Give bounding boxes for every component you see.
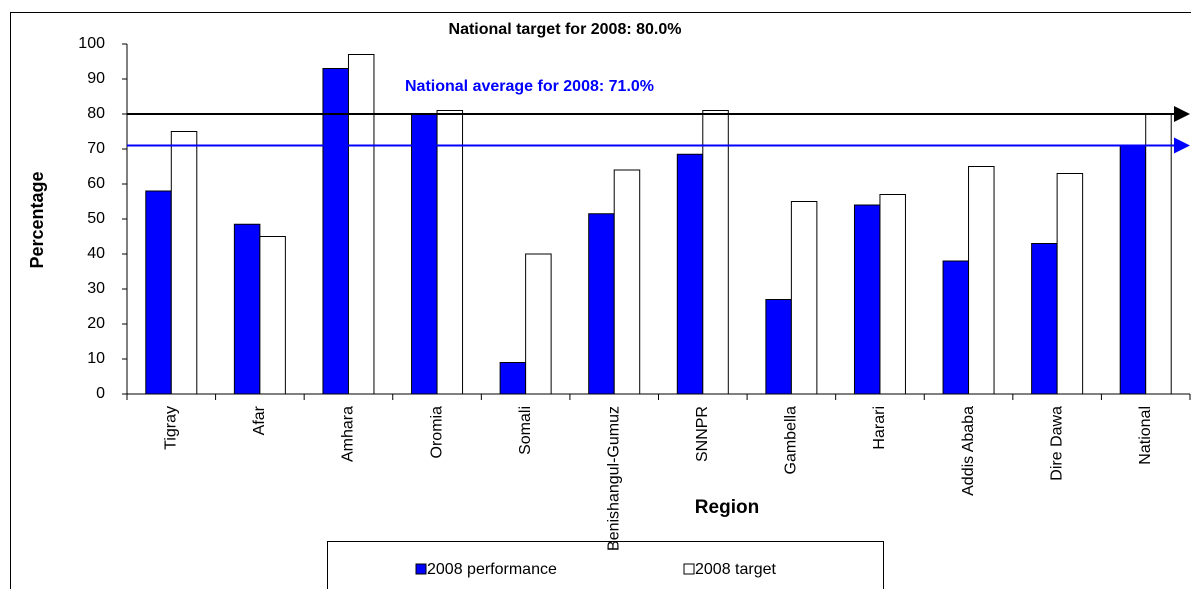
- legend-swatch: [683, 563, 695, 575]
- bar: [1031, 243, 1058, 395]
- x-tick-label: Somali: [517, 406, 534, 455]
- x-tick-label: Dire Dawa: [1048, 406, 1065, 481]
- legend-swatch: [415, 563, 427, 575]
- bar: [436, 110, 464, 395]
- y-tick-label: 60: [87, 175, 105, 192]
- bar: [853, 204, 881, 395]
- bar: [676, 153, 704, 395]
- x-tick-label: Tigray: [163, 406, 180, 450]
- x-tick-label: Gambella: [783, 406, 800, 475]
- x-tick-label: Afar: [251, 405, 268, 435]
- y-tick-label: 30: [87, 280, 105, 297]
- y-tick-label: 0: [96, 385, 105, 402]
- chart-border: [10, 12, 1191, 589]
- x-tick-label: Harari: [871, 406, 888, 450]
- x-tick-label: National: [1137, 406, 1154, 465]
- chart-title: National target for 2008: 80.0%: [449, 21, 682, 38]
- bar: [1056, 173, 1084, 395]
- y-tick-label: 50: [87, 210, 105, 227]
- x-tick-label: Amhara: [340, 406, 357, 462]
- y-tick-label: 10: [87, 350, 105, 367]
- y-tick-label: 70: [87, 140, 105, 157]
- legend-label: 2008 performance: [427, 561, 557, 578]
- reference-label: National average for 2008: 71.0%: [405, 78, 654, 95]
- bar: [879, 194, 906, 395]
- bar: [499, 362, 527, 395]
- y-tick-label: 80: [87, 105, 105, 122]
- bar: [1119, 145, 1147, 395]
- y-tick-label: 20: [87, 315, 105, 332]
- y-axis-label: Percentage: [27, 171, 47, 268]
- bar: [411, 113, 438, 395]
- bar: [1145, 113, 1172, 395]
- bar: [702, 110, 729, 395]
- legend-label: 2008 target: [695, 561, 777, 578]
- bar: [259, 236, 286, 395]
- x-axis-label: Region: [695, 497, 759, 518]
- bar: [790, 201, 818, 395]
- bar: [347, 54, 375, 395]
- bar: [233, 223, 261, 395]
- y-tick-label: 40: [87, 245, 105, 262]
- bar: [942, 260, 970, 395]
- bar: [322, 68, 349, 395]
- x-tick-label: Benishangul-Gumuz: [605, 406, 622, 551]
- bar: [613, 169, 641, 395]
- y-tick-label: 100: [78, 35, 105, 52]
- x-tick-label: SNNPR: [694, 406, 711, 462]
- bar: [525, 253, 552, 395]
- y-tick-label: 90: [87, 70, 105, 87]
- bar: [968, 166, 995, 395]
- bar: [588, 213, 615, 395]
- bar: [765, 299, 792, 395]
- x-tick-label: Addis Ababa: [960, 406, 977, 496]
- x-tick-label: Oromia: [428, 406, 445, 459]
- bar: [145, 190, 172, 395]
- bar: [170, 131, 198, 395]
